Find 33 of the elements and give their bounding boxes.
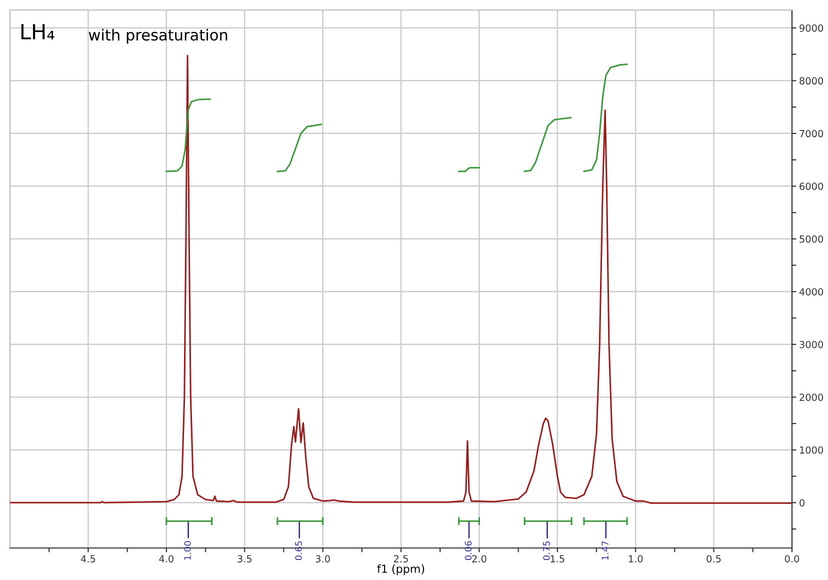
annotation: 1.00 (184, 541, 191, 560)
annotation: 0.06 (464, 541, 472, 560)
annotation: 0.65 (295, 541, 302, 560)
text: LH₄ (21, 24, 54, 40)
line-series (10, 54, 792, 504)
x-tick-label: 3.0 (316, 555, 330, 562)
y-tick-label: 8000 (800, 77, 824, 85)
y-tick-label: 1000 (800, 446, 824, 454)
y-tick-label: 7000 (800, 130, 824, 138)
annotation: 0.75 (543, 541, 550, 560)
x-tick-label: 2.0 (472, 555, 486, 562)
x-tick-label: 1.5 (550, 555, 564, 562)
x-axis-title: f1 (ppm) (377, 564, 424, 576)
line-series (166, 98, 211, 172)
y-tick-label: 9000 (800, 24, 824, 32)
x-tick-label: 0.0 (784, 555, 800, 562)
annotation: 1.47 (602, 541, 608, 560)
y-tick-label: 6000 (800, 182, 824, 190)
x-tick-label: 3.5 (238, 555, 252, 562)
y-tick-label: 5000 (800, 235, 824, 243)
line-series (583, 64, 628, 172)
x-tick-label: 1.0 (628, 555, 643, 562)
x-tick-label: 4.0 (159, 555, 174, 562)
x-tick-label: 0.5 (706, 555, 721, 562)
x-tick-label: 2.5 (394, 555, 408, 562)
y-tick-label: 2000 (800, 394, 824, 401)
line-series (276, 124, 322, 172)
y-tick-label: 3000 (800, 340, 824, 348)
x-tick-label: 4.5 (80, 555, 96, 562)
line-series (524, 116, 572, 172)
y-tick-label: 4000 (799, 288, 824, 296)
text: with presaturation (88, 28, 228, 44)
y-tick-label: 0 (800, 499, 804, 506)
